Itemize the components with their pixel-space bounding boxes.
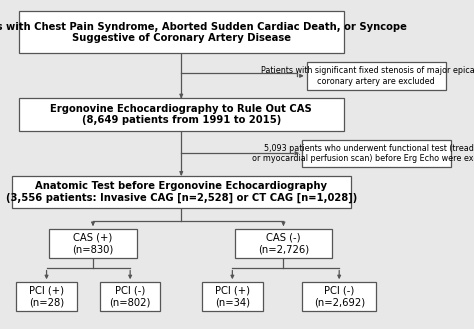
Text: PCI (+)
(n=28): PCI (+) (n=28) [29,286,64,308]
Text: PCI (-)
(n=802): PCI (-) (n=802) [109,286,151,308]
FancyBboxPatch shape [100,282,160,311]
Text: CAS (+)
(n=830): CAS (+) (n=830) [73,233,114,254]
Text: PCI (-)
(n=2,692): PCI (-) (n=2,692) [314,286,365,308]
Text: 5,093 patients who underwent functional test (treadmill
or myocardial perfusion : 5,093 patients who underwent functional … [252,143,474,163]
Text: Patients with Chest Pain Syndrome, Aborted Sudden Cardiac Death, or Syncope
Sugg: Patients with Chest Pain Syndrome, Abort… [0,21,407,43]
FancyBboxPatch shape [18,98,344,131]
FancyBboxPatch shape [235,229,332,258]
Text: CAS (-)
(n=2,726): CAS (-) (n=2,726) [258,233,309,254]
FancyBboxPatch shape [302,282,376,311]
Text: Anatomic Test before Ergonovine Echocardiography
(3,556 patients: Invasive CAG [: Anatomic Test before Ergonovine Echocard… [6,181,357,203]
Text: PCI (+)
(n=34): PCI (+) (n=34) [215,286,250,308]
FancyBboxPatch shape [202,282,263,311]
Text: Patients with significant fixed stenosis of major epicardial
coronary artery are: Patients with significant fixed stenosis… [261,66,474,86]
FancyBboxPatch shape [49,229,137,258]
FancyBboxPatch shape [16,282,77,311]
FancyBboxPatch shape [12,176,351,208]
Text: Ergonovine Echocardiography to Rule Out CAS
(8,649 patients from 1991 to 2015): Ergonovine Echocardiography to Rule Out … [50,104,312,125]
FancyBboxPatch shape [302,139,451,167]
FancyBboxPatch shape [18,12,344,53]
FancyBboxPatch shape [307,62,446,89]
